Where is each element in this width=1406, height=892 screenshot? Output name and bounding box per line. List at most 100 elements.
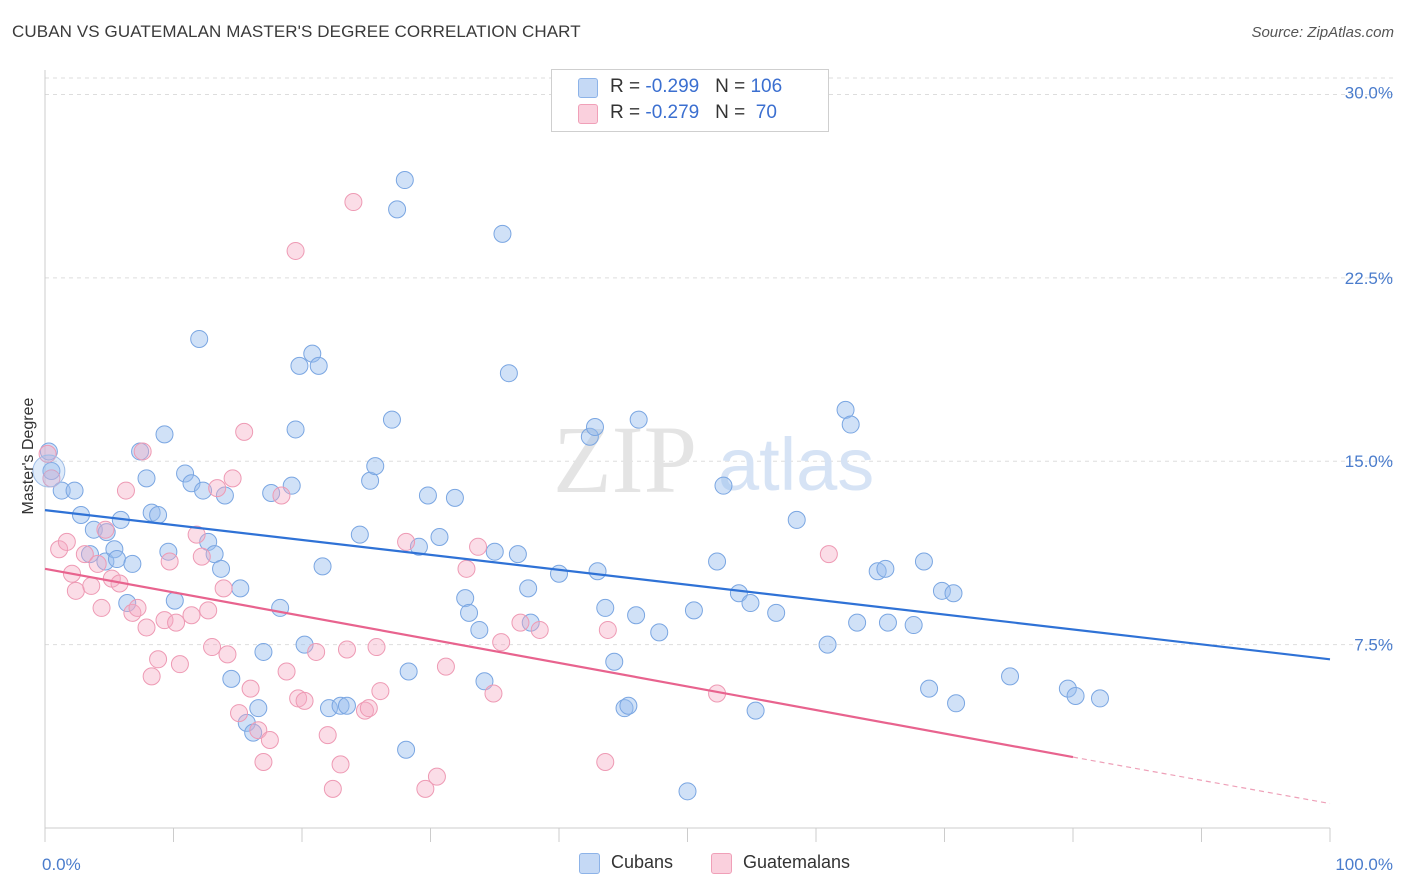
y-tick-label: 22.5% [1345, 269, 1393, 288]
legend-row-guatemalans: R = -0.279 N = 70 [578, 102, 777, 126]
point-guatemalans [484, 684, 503, 703]
point-guatemalans [331, 755, 350, 774]
point-cubans [254, 642, 273, 661]
point-guatemalans [38, 444, 57, 463]
point-cubans [159, 542, 178, 561]
trend-line-cubans [44, 509, 1331, 661]
point-guatemalans [203, 638, 222, 657]
legend-r-value: -0.279 [645, 102, 700, 123]
point-cubans [1058, 679, 1077, 698]
point-cubans [1090, 689, 1109, 708]
point-cubans [212, 559, 231, 578]
point-cubans [155, 425, 174, 444]
point-cubans [499, 364, 518, 383]
point-guatemalans [75, 545, 94, 564]
point-guatemalans [249, 721, 268, 740]
point-cubans [244, 723, 263, 742]
point-cubans [914, 552, 933, 571]
y-tick-label: 15.0% [1345, 452, 1393, 471]
point-cubans [366, 457, 385, 476]
point-guatemalans [96, 520, 115, 539]
point-cubans [485, 542, 504, 561]
point-guatemalans [88, 554, 107, 573]
point-guatemalans [286, 241, 305, 260]
point-cubans [904, 616, 923, 635]
legend-n-label: N = [715, 102, 751, 123]
point-cubans [605, 652, 624, 671]
point-cubans [137, 469, 156, 488]
point-cubans [787, 510, 806, 529]
chart-source: Source: ZipAtlas.com [1251, 24, 1394, 41]
legend-swatch-guatemalans [578, 104, 598, 124]
trend-line-guatemalans-extension [1072, 756, 1331, 805]
point-guatemalans [82, 576, 101, 595]
point-cubans [585, 417, 604, 436]
point-cubans [42, 462, 61, 481]
point-guatemalans [230, 704, 249, 723]
point-cubans [580, 427, 599, 446]
point-guatemalans [260, 730, 279, 749]
point-cubans [190, 329, 209, 348]
point-cubans [350, 525, 369, 544]
point-cubans [182, 474, 201, 493]
point-cubans [231, 579, 250, 598]
point-cubans [445, 488, 464, 507]
point-guatemalans [218, 645, 237, 664]
point-cubans [944, 584, 963, 603]
x-tick-label: 100.0% [1335, 855, 1393, 874]
point-guatemalans [199, 601, 218, 620]
point-cubans [397, 740, 416, 759]
point-cubans [194, 481, 213, 500]
point-cubans [313, 557, 332, 576]
point-cubans [678, 782, 697, 801]
point-guatemalans [371, 682, 390, 701]
point-guatemalans [137, 618, 156, 637]
point-guatemalans [128, 598, 147, 617]
point-guatemalans [819, 545, 838, 564]
point-cubans [395, 171, 414, 190]
trend-layer [44, 509, 1331, 805]
point-guatemalans [492, 633, 511, 652]
point-guatemalans [277, 662, 296, 681]
watermark-zip: ZIP [553, 406, 697, 513]
point-cubans [627, 606, 646, 625]
point-guatemalans [167, 613, 186, 632]
point-cubans [52, 481, 71, 500]
watermark-atlas: atlas [718, 423, 874, 506]
point-guatemalans [337, 640, 356, 659]
point-cubans [337, 696, 356, 715]
point-cubans [262, 484, 281, 503]
point-cubans [470, 620, 489, 639]
y-tick-label: 7.5% [1354, 636, 1393, 655]
point-cubans [519, 579, 538, 598]
point-guatemalans [92, 598, 111, 617]
point-guatemalans [469, 537, 488, 556]
point-cubans [684, 601, 703, 620]
point-guatemalans [182, 606, 201, 625]
point-guatemalans [344, 193, 363, 212]
point-guatemalans [272, 486, 291, 505]
point-cubans [80, 545, 99, 564]
point-guatemalans [511, 613, 530, 632]
legend-n-value: 70 [750, 102, 777, 123]
point-guatemalans [116, 481, 135, 500]
point-cubans [65, 481, 84, 500]
point-cubans [1066, 686, 1085, 705]
point-guatemalans [123, 603, 142, 622]
point-cubans [118, 594, 137, 613]
point-cubans [741, 594, 760, 613]
point-cubans [947, 694, 966, 713]
point-guatemalans [323, 779, 342, 798]
legend-n-label: N = [715, 76, 751, 97]
point-cubans [767, 603, 786, 622]
point-cubans [932, 581, 951, 600]
point-cubans [286, 420, 305, 439]
point-cubans [596, 598, 615, 617]
point-cubans [309, 356, 328, 375]
point-guatemalans [530, 620, 549, 639]
point-cubans [456, 589, 475, 608]
point-cubans [878, 613, 897, 632]
point-cubans [876, 559, 895, 578]
point-guatemalans [170, 655, 189, 674]
point-guatemalans [192, 547, 211, 566]
